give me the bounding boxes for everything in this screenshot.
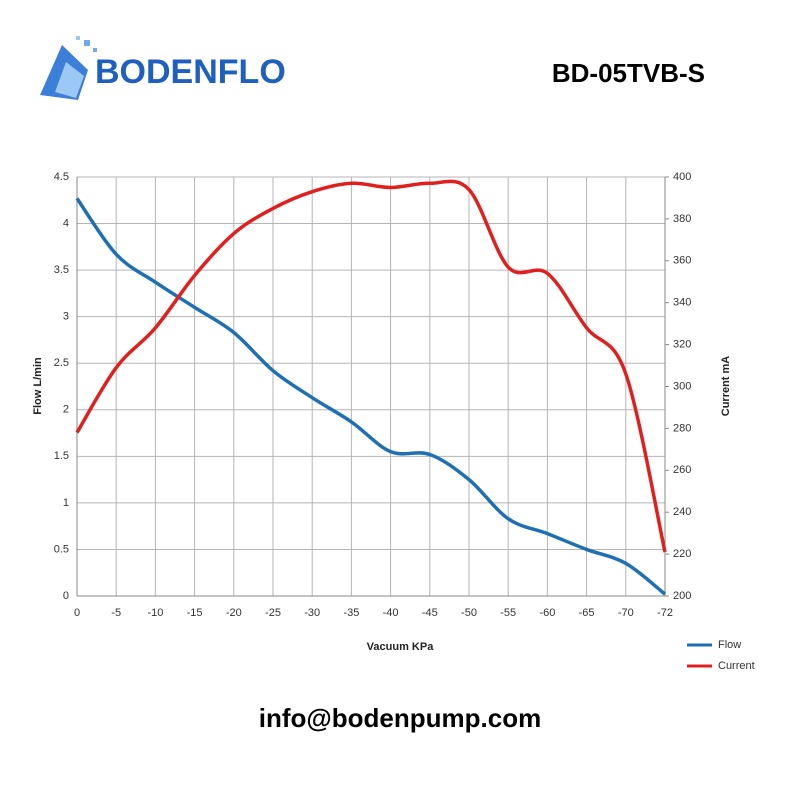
x-tick-label: -65: [579, 607, 595, 619]
brand: BODENFLO: [95, 53, 286, 91]
y2-tick-label: 240: [673, 506, 691, 518]
x-tick-label: -30: [304, 607, 320, 619]
x-tick-label: -60: [539, 607, 555, 619]
y-tick-label: 2.5: [54, 357, 69, 369]
x-tick-label: -70: [618, 607, 634, 619]
y2-tick-label: 340: [673, 297, 691, 309]
series-line: [75, 197, 667, 596]
x-tick-label: -15: [187, 607, 203, 619]
x-axis-label: Vacuum KPa: [367, 641, 435, 653]
email: info@bodenpump.com: [259, 703, 541, 733]
y2-tick-label: 360: [673, 255, 691, 267]
y-tick-label: 1.5: [54, 450, 69, 462]
y2-tick-label: 380: [673, 213, 691, 225]
y2-tick-label: 280: [673, 422, 691, 434]
x-tick-label: -25: [265, 607, 281, 619]
y-tick-label: 3: [63, 311, 69, 323]
x-tick-label: -72: [657, 607, 673, 619]
y-tick-label: 3.5: [54, 264, 69, 276]
x-tick-label: -45: [422, 607, 438, 619]
y-tick-label: 0: [63, 590, 69, 602]
legend-label: Current: [718, 660, 755, 672]
model: BD-05TVB-S: [552, 58, 705, 88]
y-tick-label: 4: [63, 217, 69, 229]
x-tick-label: -20: [226, 607, 242, 619]
y2-tick-label: 320: [673, 339, 691, 351]
x-tick-label: -35: [343, 607, 359, 619]
y2-tick-label: 200: [673, 590, 691, 602]
series-line: [75, 179, 667, 553]
y2-tick-label: 220: [673, 548, 691, 560]
x-tick-label: -10: [147, 607, 163, 619]
logo-icon: [40, 36, 97, 100]
y-tick-label: 1: [63, 497, 69, 509]
x-tick-label: -5: [111, 607, 121, 619]
legend-label: Flow: [718, 639, 741, 651]
y2-tick-label: 260: [673, 464, 691, 476]
y-tick-label: 4.5: [54, 171, 69, 183]
y2-tick-label: 400: [673, 171, 691, 183]
x-tick-label: -50: [461, 607, 477, 619]
x-tick-label: -55: [500, 607, 516, 619]
y2-tick-label: 300: [673, 380, 691, 392]
y-axis-label: Flow L/min: [32, 357, 44, 415]
x-tick-label: -40: [383, 607, 399, 619]
y-tick-label: 2: [63, 404, 69, 416]
y-tick-label: 0.5: [54, 543, 69, 555]
y2-axis-label: Current mA: [720, 356, 732, 417]
x-tick-label: 0: [74, 607, 80, 619]
